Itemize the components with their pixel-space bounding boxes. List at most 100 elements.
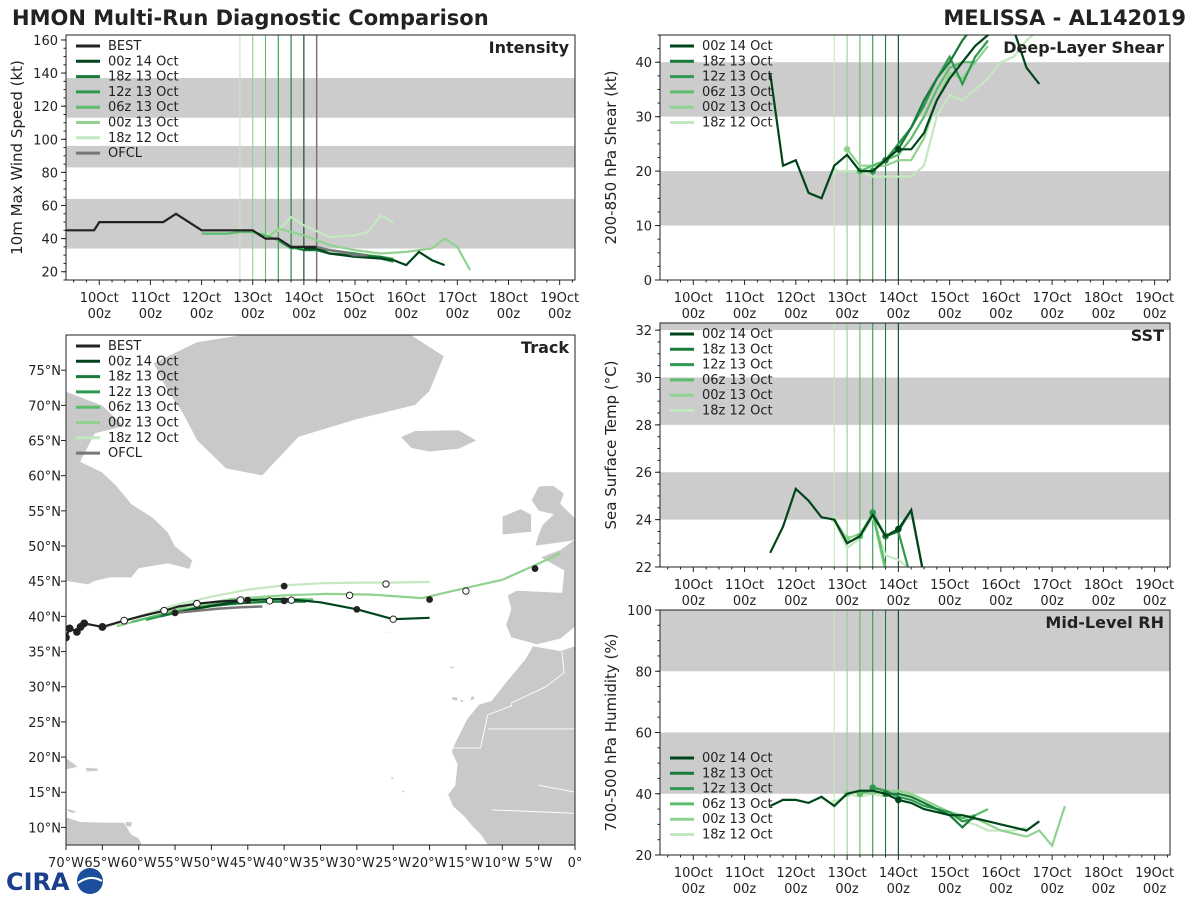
best-track-dot <box>66 624 74 633</box>
storm-title: MELISSA - AL142019 <box>943 6 1186 30</box>
x-tick-sublabel: 00z <box>1143 307 1167 322</box>
track-dot-filled <box>531 565 539 572</box>
puerto-rico <box>85 767 99 773</box>
y-tick-label: 26 <box>635 466 652 481</box>
x-tick-label: 10Oct <box>674 866 713 881</box>
series-line <box>871 39 989 172</box>
x-tick-label: 13Oct <box>828 578 867 593</box>
x-tick-label: 11Oct <box>725 866 764 881</box>
x-tick-sublabel: 00z <box>733 594 757 609</box>
x-tick-sublabel: 00z <box>1040 594 1064 609</box>
init-dot <box>895 796 902 804</box>
x-tick-label: 18Oct <box>1084 291 1123 306</box>
x-tick-label: 11Oct <box>725 291 764 306</box>
lat-tick-label: 30°N <box>28 681 61 696</box>
rh-panel: 2040608010010Oct00z11Oct00z12Oct00z13Oct… <box>602 604 1174 897</box>
x-tick-label: 10Oct <box>674 291 713 306</box>
legend-label: 18z 12 Oct <box>108 131 179 146</box>
series-line <box>303 247 446 267</box>
x-tick-sublabel: 00z <box>1092 307 1116 322</box>
x-tick-label: 18Oct <box>1084 578 1123 593</box>
y-tick-label: 10 <box>635 220 652 235</box>
lon-tick-label: 5°W <box>525 856 553 871</box>
legend-label: 12z 13 Oct <box>702 358 773 373</box>
x-tick-sublabel: 00z <box>1092 882 1116 897</box>
x-tick-label: 12Oct <box>182 291 221 306</box>
legend-label: 00z 14 Oct <box>702 751 773 766</box>
track-dot-open <box>287 596 296 604</box>
logo-text: CIRA <box>6 868 70 896</box>
cape-verde <box>390 776 395 780</box>
x-tick-sublabel: 00z <box>1040 307 1064 322</box>
x-tick-label: 18Oct <box>1084 866 1123 881</box>
legend-label: OFCL <box>108 146 143 161</box>
x-tick-label: 13Oct <box>828 291 867 306</box>
shear-panel: 01020304010Oct00z11Oct00z12Oct00z13Oct00… <box>602 34 1174 322</box>
x-tick-sublabel: 00z <box>190 307 214 322</box>
canary-islands <box>451 696 459 702</box>
x-tick-sublabel: 00z <box>1040 882 1064 897</box>
lat-tick-label: 70°N <box>28 399 61 414</box>
x-tick-sublabel: 00z <box>1143 594 1167 609</box>
x-tick-sublabel: 00z <box>887 594 911 609</box>
legend-label: 18z 13 Oct <box>702 766 773 781</box>
y-tick-label: 40 <box>635 56 652 71</box>
sst-plot-area <box>660 323 1170 567</box>
legend-label: 18z 13 Oct <box>108 370 179 385</box>
y-tick-label: 80 <box>635 665 652 680</box>
lat-tick-label: 50°N <box>28 540 61 555</box>
series-line <box>769 789 1040 832</box>
x-tick-label: 13Oct <box>233 291 272 306</box>
legend-label: 00z 13 Oct <box>108 116 179 131</box>
best-track-dot <box>236 596 245 605</box>
track-dot-open <box>382 580 390 588</box>
axes-frame <box>65 34 576 281</box>
x-tick-sublabel: 00z <box>1143 882 1167 897</box>
legend-label: 00z 14 Oct <box>702 39 773 54</box>
shaded-band <box>66 145 575 168</box>
y-tick-label: 20 <box>635 849 652 864</box>
lon-tick-label: 45°W <box>230 856 266 871</box>
cira-logo: CIRA <box>6 868 103 896</box>
x-tick-label: 17Oct <box>1033 866 1072 881</box>
x-tick-sublabel: 00z <box>835 882 859 897</box>
x-tick-label: 12Oct <box>776 291 815 306</box>
x-tick-label: 14Oct <box>879 866 918 881</box>
axes-frame <box>659 322 1171 568</box>
track-dot-filled <box>426 596 433 603</box>
forecast-track <box>174 597 430 621</box>
x-tick-label: 15Oct <box>336 291 375 306</box>
lon-tick-label: 40°W <box>266 856 302 871</box>
x-tick-label: 16Oct <box>387 291 426 306</box>
x-tick-sublabel: 00z <box>938 594 962 609</box>
x-tick-label: 13Oct <box>828 866 867 881</box>
azores <box>387 630 393 633</box>
y-tick-label: 20 <box>635 165 652 180</box>
track-title: Track <box>521 338 569 357</box>
track-dot-filled <box>353 605 361 613</box>
legend-label: 06z 13 Oct <box>108 100 179 115</box>
legend-label: BEST <box>108 339 141 354</box>
y-tick-label: 60 <box>635 727 652 742</box>
shaded-band <box>660 610 1170 672</box>
x-tick-sublabel: 00z <box>938 307 962 322</box>
lon-tick-label: 65°W <box>84 856 120 871</box>
shaded-band <box>660 62 1170 117</box>
y-tick-label: 80 <box>41 166 58 181</box>
x-tick-sublabel: 00z <box>682 882 706 897</box>
init-dot <box>869 784 877 791</box>
country-border <box>538 784 575 793</box>
sst-panel: 22242628303210Oct00z11Oct00z12Oct00z13Oc… <box>602 322 1174 609</box>
sst-title: SST <box>1131 326 1164 345</box>
intensity-ylabel: 10m Max Wind Speed (kt) <box>8 60 26 255</box>
greenland <box>152 335 445 477</box>
legend-label: 06z 13 Oct <box>702 373 773 388</box>
legend-label: 18z 12 Oct <box>702 404 773 419</box>
x-tick-sublabel: 00z <box>1092 594 1116 609</box>
shear-title: Deep-Layer Shear <box>1003 38 1164 57</box>
x-tick-label: 19Oct <box>1135 866 1174 881</box>
series-line <box>884 35 969 162</box>
